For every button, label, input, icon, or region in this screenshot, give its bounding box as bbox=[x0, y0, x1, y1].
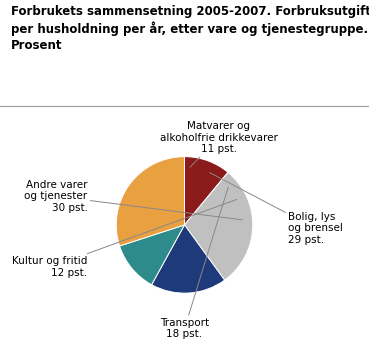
Text: Bolig, lys
og brensel
29 pst.: Bolig, lys og brensel 29 pst. bbox=[210, 173, 343, 245]
Text: Transport
18 pst.: Transport 18 pst. bbox=[160, 187, 228, 339]
Text: Kultur og fritid
12 pst.: Kultur og fritid 12 pst. bbox=[12, 199, 237, 278]
Wedge shape bbox=[152, 225, 225, 293]
Text: Forbrukets sammensetning 2005-2007. Forbruksutgift
per husholdning per år, etter: Forbrukets sammensetning 2005-2007. Forb… bbox=[11, 5, 369, 52]
Wedge shape bbox=[120, 225, 184, 285]
Text: Andre varer
og tjenester
30 pst.: Andre varer og tjenester 30 pst. bbox=[24, 180, 242, 220]
Wedge shape bbox=[184, 172, 253, 280]
Text: Matvarer og
alkoholfrie drikkevarer
11 pst.: Matvarer og alkoholfrie drikkevarer 11 p… bbox=[160, 121, 277, 167]
Wedge shape bbox=[184, 157, 228, 225]
Wedge shape bbox=[116, 157, 184, 246]
